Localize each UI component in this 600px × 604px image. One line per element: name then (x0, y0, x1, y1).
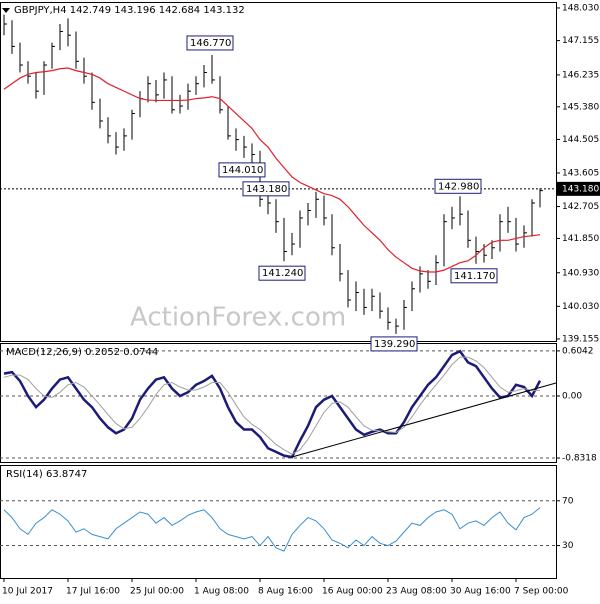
series-line (3, 356, 541, 455)
x-tick-label: 1 Aug 08:00 (194, 587, 249, 597)
x-tick-label: 17 Jul 16:00 (66, 587, 120, 597)
x-tick-label: 8 Aug 16:00 (258, 587, 313, 597)
annotation-box (370, 336, 418, 352)
y-tick-label: 144.505 (562, 135, 599, 145)
annotation-box (258, 265, 306, 281)
y-tick-label: 140.030 (562, 302, 599, 312)
watermark: ActionForex.com (130, 303, 346, 333)
y-tick-label: 146.235 (562, 70, 599, 80)
annotation: 139.290 (374, 339, 415, 350)
annotation-box (218, 162, 266, 178)
menu-arrow (2, 8, 10, 13)
chart-title: GBPJPY,H4 142.749 143.196 142.684 143.13… (14, 5, 245, 16)
annotation: 141.170 (454, 271, 495, 282)
y-tick-label: -0.8318 (562, 454, 597, 464)
panel-frame (0, 343, 557, 463)
panel-frame (0, 465, 557, 579)
y-tick-label: 140.930 (562, 268, 599, 278)
y-tick-label: 145.380 (562, 102, 599, 112)
annotation: 141.240 (262, 268, 303, 279)
moving-average (3, 67, 541, 273)
annotation: 143.180 (246, 184, 287, 195)
rsi-title: RSI(14) 63.8747 (6, 469, 87, 480)
x-tick-label: 23 Aug 08:00 (386, 587, 447, 597)
annotation-box (434, 178, 482, 194)
last-price-box (557, 181, 600, 196)
y-tick-label: 147.155 (562, 36, 599, 46)
x-tick-label: 7 Sep 00:00 (514, 587, 569, 597)
x-tick-label: 25 Jul 00:00 (130, 587, 184, 597)
y-tick-label: 148.030 (562, 3, 599, 13)
annotation: 144.010 (222, 165, 263, 176)
y-tick-label: 0.6042 (562, 346, 594, 356)
annotation-box (242, 181, 290, 197)
y-tick-label: 142.705 (562, 202, 599, 212)
y-tick-label: 70 (562, 496, 574, 506)
last-price-label: 143.180 (562, 184, 599, 194)
annotation: 146.770 (190, 38, 231, 49)
series-line (3, 349, 542, 459)
y-tick-label: 141.850 (562, 234, 599, 244)
annotation: 142.980 (438, 181, 479, 192)
x-tick-label: 10 Jul 2017 (2, 587, 53, 597)
x-tick-label: 16 Aug 00:00 (322, 587, 383, 597)
trend-line (291, 382, 557, 458)
panel-frame (0, 2, 557, 342)
annotation-box (186, 35, 234, 51)
annotation-box (450, 268, 498, 284)
macd-title: MACD(12,26,9) 0.2052 0.0744 (6, 347, 158, 358)
series-line (3, 507, 541, 552)
x-tick-label: 30 Aug 16:00 (450, 587, 511, 597)
y-tick-label: 0.00 (562, 391, 582, 401)
y-tick-label: 30 (562, 541, 574, 551)
y-tick-label: 143.605 (562, 168, 599, 178)
y-tick-label: 139.155 (562, 334, 599, 344)
